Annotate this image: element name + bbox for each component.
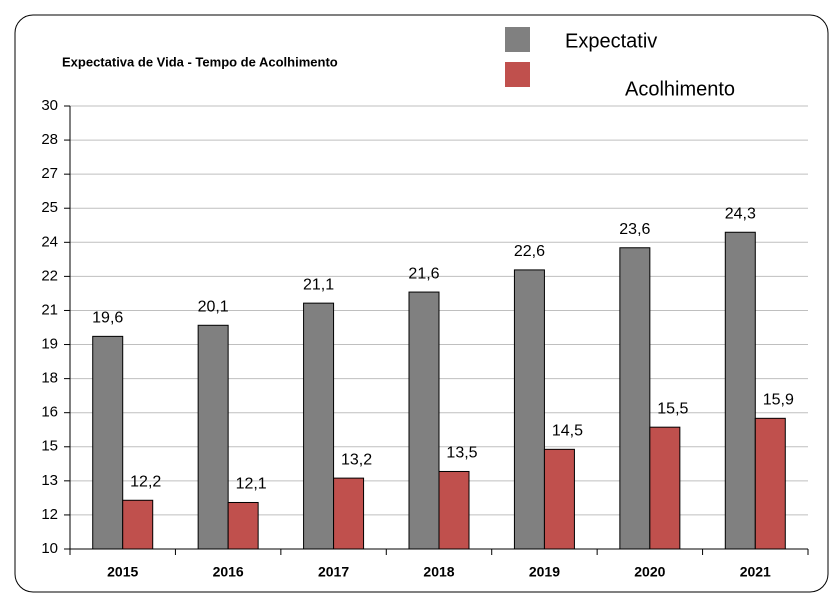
bar	[619, 247, 651, 550]
bar	[438, 470, 470, 550]
bar	[754, 417, 786, 550]
y-tick-label: 25	[41, 199, 58, 216]
y-tick-label: 28	[41, 131, 58, 148]
value-label: 23,6	[619, 221, 650, 238]
value-label: 14,5	[552, 423, 583, 440]
y-tick-label: 22	[41, 267, 58, 284]
value-label: 21,1	[303, 276, 334, 293]
bar	[92, 335, 124, 550]
y-tick-label: 24	[41, 233, 58, 250]
y-tick-label: 12	[41, 506, 58, 523]
y-tick-label: 27	[41, 165, 58, 182]
x-tick-label: 2021	[740, 564, 771, 580]
bar	[724, 231, 756, 550]
y-tick-label: 19	[41, 336, 58, 353]
x-tick-label: 2015	[107, 564, 138, 580]
bar	[197, 324, 229, 550]
bar	[649, 426, 681, 550]
y-tick-label: 15	[41, 438, 58, 455]
x-tick-label: 2016	[213, 564, 244, 580]
bar	[408, 291, 440, 550]
x-tick-label: 2019	[529, 564, 560, 580]
x-tick-label: 2017	[318, 564, 349, 580]
y-tick-label: 13	[41, 472, 58, 489]
value-label: 13,2	[341, 451, 372, 468]
value-label: 21,6	[408, 265, 439, 282]
chart-title: Expectativa de Vida - Tempo de Acolhimen…	[62, 54, 338, 69]
value-label: 13,5	[446, 445, 477, 462]
x-tick-label: 2020	[634, 564, 665, 580]
bar	[513, 269, 545, 550]
legend-label: Acolhimento	[625, 78, 735, 100]
value-label: 20,1	[198, 299, 229, 316]
value-label: 19,6	[92, 310, 123, 327]
legend-label: Expectativ	[565, 30, 657, 52]
x-tick-label: 2018	[423, 564, 454, 580]
y-tick-label: 10	[41, 540, 58, 557]
legend-swatch	[505, 62, 530, 87]
y-tick-label: 18	[41, 370, 58, 387]
bar	[543, 448, 575, 550]
value-label: 12,2	[130, 473, 161, 490]
value-label: 15,5	[657, 400, 688, 417]
value-label: 22,6	[514, 243, 545, 260]
bar	[122, 499, 154, 550]
legend-swatch	[505, 27, 530, 52]
y-tick-label: 16	[41, 404, 58, 421]
bar	[333, 477, 365, 550]
y-tick-label: 30	[41, 97, 58, 114]
bar	[227, 501, 259, 550]
value-label: 12,1	[236, 476, 267, 493]
bar	[303, 302, 335, 550]
y-tick-label: 21	[41, 301, 58, 318]
value-label: 15,9	[763, 392, 794, 409]
value-label: 24,3	[725, 205, 756, 222]
